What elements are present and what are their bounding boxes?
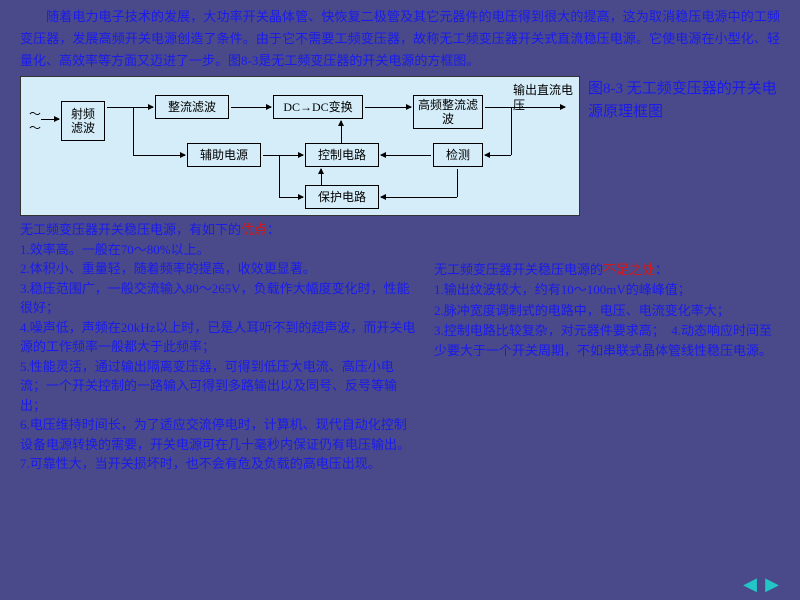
arrow [485, 107, 565, 108]
adv-item: 6.电压维持时间长，为了适应交流停电时，计算机、现代自动化控制设备电源转换的需要… [20, 417, 410, 452]
box-aux: 辅助电源 [187, 143, 261, 167]
block-diagram: ～ ～ 射频滤波 整流滤波 DC→DC变换 高频整流滤波 辅助电源 控制电路 检… [20, 76, 580, 216]
arrow [321, 169, 322, 185]
intro-paragraph: 随着电力电子技术的发展，大功率开关晶体管、快恢复二极管及其它元器件的电压得到很大… [0, 0, 800, 76]
adv-title-b: 优点 [241, 222, 267, 237]
box-rf: 射频滤波 [61, 101, 105, 141]
box-ctrl: 控制电路 [305, 143, 379, 167]
line [511, 107, 512, 155]
nav-controls: ◀ ▶ [740, 574, 782, 594]
arrow [381, 197, 457, 198]
adv-item: 7.可靠性大，当开关损坏时，也不会有危及负载的高电压出现。 [20, 456, 381, 471]
adv-title-a: 无工频变压器开关稳压电源，有如下的 [20, 222, 241, 237]
intro-text: 随着电力电子技术的发展，大功率开关晶体管、快恢复二极管及其它元器件的电压得到很大… [20, 9, 780, 68]
adv-item: 4.噪声低，声频在20kHz以上时，已是人耳听不到的超声波，而开关电源的工作频率… [20, 320, 415, 355]
dis-title-a: 无工频变压器开关稳压电源的 [434, 262, 603, 277]
content-columns: 无工频变压器开关稳压电源，有如下的优点： 1.效率高。一般在70～80%以上。 … [0, 216, 800, 474]
dis-item: 1.输出纹波较大，约有10～100mV的峰峰值； [434, 282, 691, 297]
arrow [107, 107, 153, 108]
diagram-caption: 图8-3 无工频变压器的开关电源原理框图 [588, 76, 780, 216]
line [457, 169, 458, 197]
arrow [263, 155, 303, 156]
next-button[interactable]: ▶ [762, 574, 782, 594]
disadvantages-column: 无工频变压器开关稳压电源的不足之处： 1.输出纹波较大，约有10～100mV的峰… [434, 220, 780, 474]
dis-title-b: 不足之处 [603, 262, 655, 277]
ac-input-symbol-2: ～ [29, 121, 41, 135]
dis-title-c: ： [655, 262, 668, 277]
arrow [365, 107, 411, 108]
adv-title-c: ： [267, 222, 280, 237]
dis-item: 3.控制电路比较复杂，对元器件要求高； 4.动态响应时间至少要大于一个开关周期，… [434, 323, 772, 358]
arrow [133, 155, 185, 156]
advantages-column: 无工频变压器开关稳压电源，有如下的优点： 1.效率高。一般在70～80%以上。 … [20, 220, 418, 474]
adv-item: 1.效率高。一般在70～80%以上。 [20, 242, 210, 257]
box-hf: 高频整流滤波 [413, 95, 483, 129]
arrow [341, 121, 342, 143]
dis-item: 2.脉冲宽度调制式的电路中，电压、电流变化率大； [434, 303, 730, 318]
arrow [485, 155, 511, 156]
adv-item: 5.性能灵活，通过输出隔离变压器，可得到低压大电流、高压小电流；一个开关控制的一… [20, 359, 397, 413]
box-det: 检测 [433, 143, 483, 167]
diagram-section: ～ ～ 射频滤波 整流滤波 DC→DC变换 高频整流滤波 辅助电源 控制电路 检… [0, 76, 800, 216]
ac-input-symbol: ～ [29, 107, 41, 121]
arrow [231, 107, 271, 108]
arrow [41, 119, 59, 120]
box-prot: 保护电路 [305, 185, 379, 209]
box-dc: DC→DC变换 [273, 95, 363, 119]
arrow [381, 155, 431, 156]
line [133, 107, 134, 155]
adv-item: 3.稳压范围广，一般交流输入80～265V，负载作大幅度变化时，性能很好； [20, 281, 410, 316]
arrow [279, 197, 303, 198]
adv-item: 2.体积小、重量轻，随着频率的提高，收效更显著。 [20, 261, 316, 276]
prev-button[interactable]: ◀ [740, 574, 760, 594]
box-rect: 整流滤波 [155, 95, 229, 119]
line [279, 155, 280, 197]
